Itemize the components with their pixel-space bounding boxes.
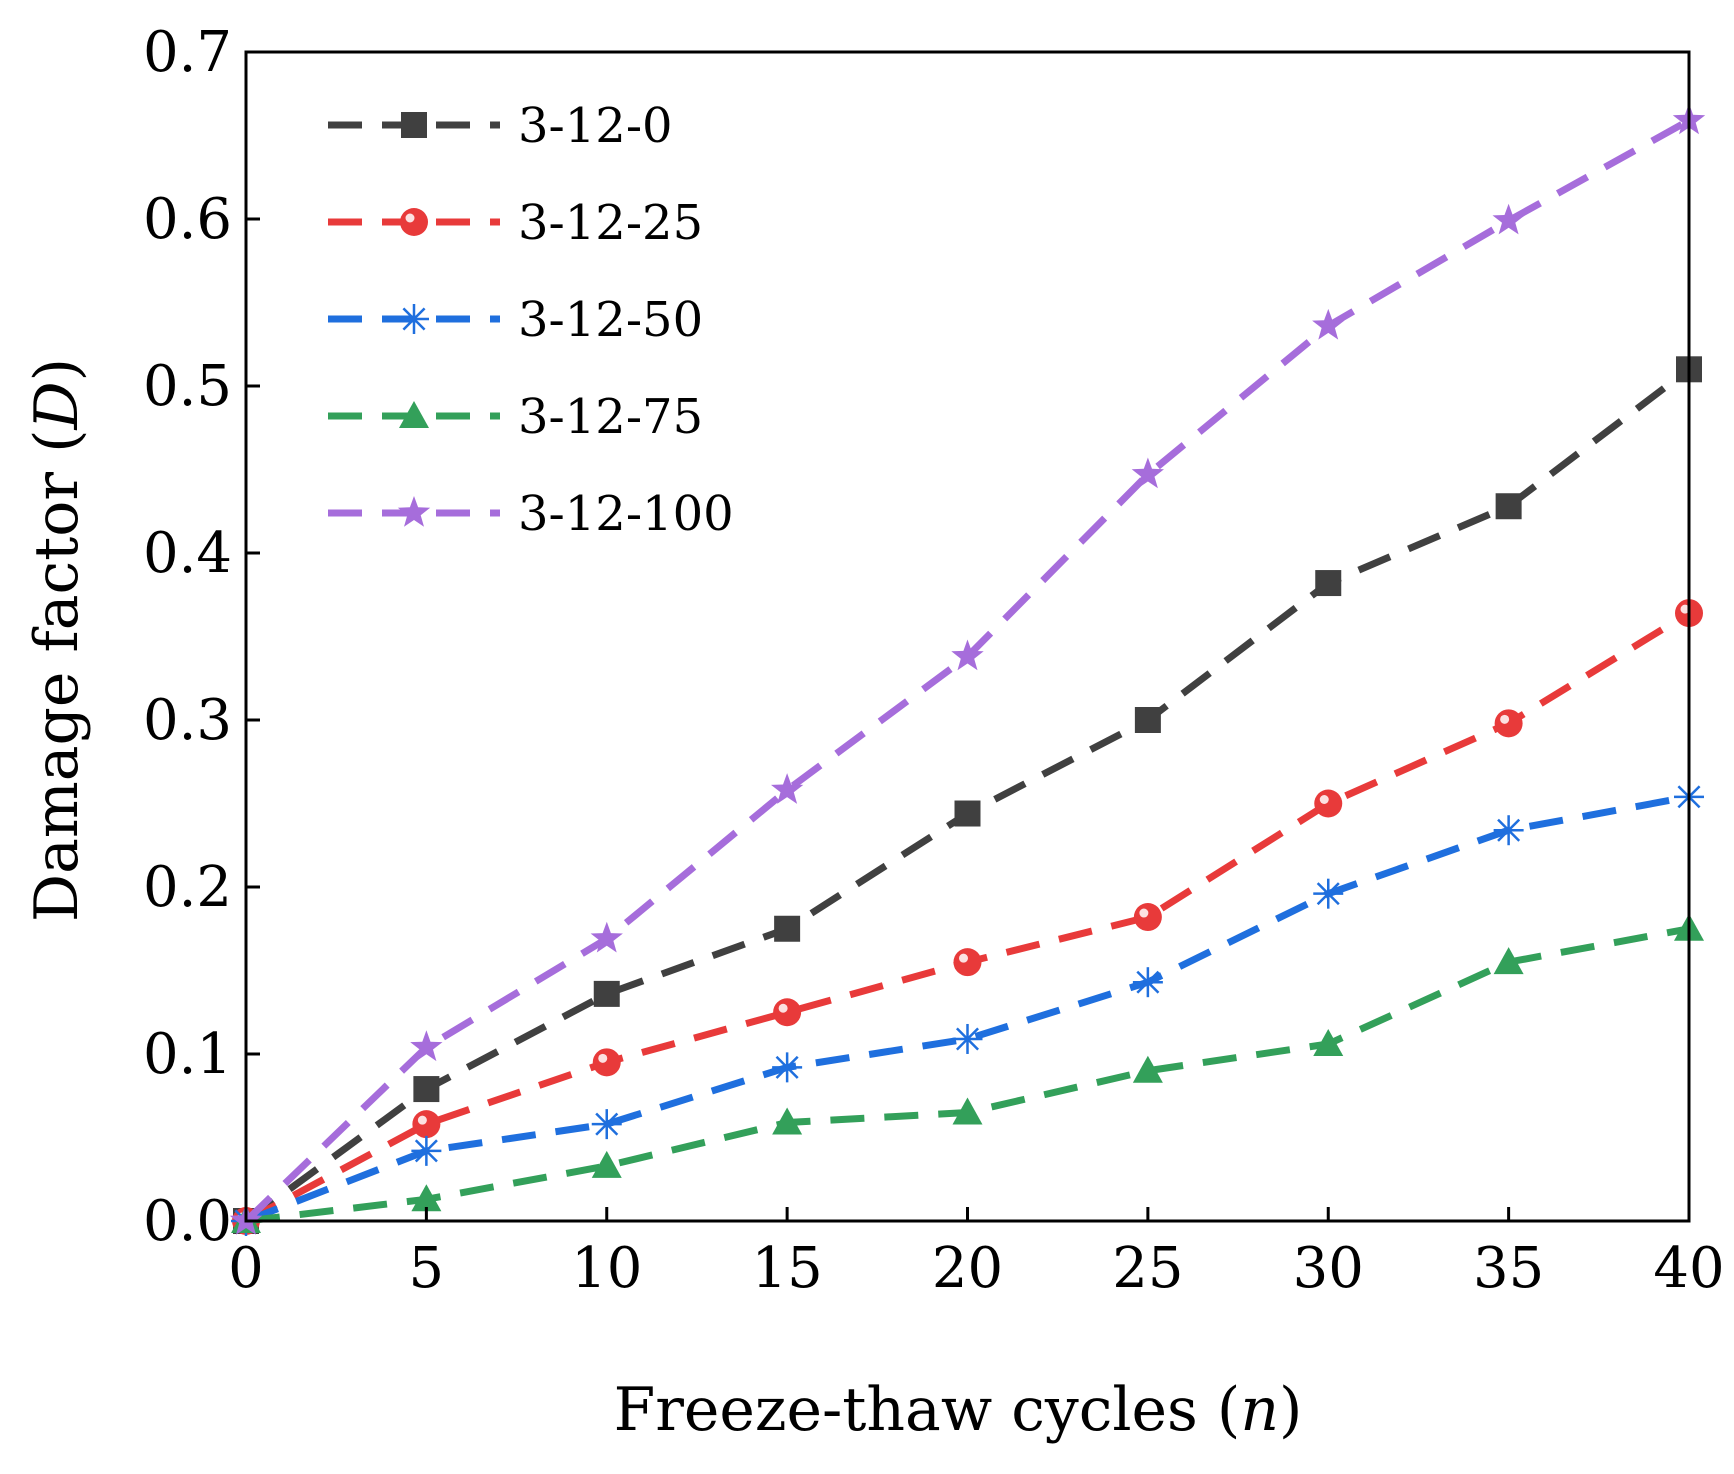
y-tick-label: 0.4	[143, 521, 232, 586]
legend-marker	[401, 112, 427, 138]
data-point	[1134, 707, 1161, 733]
data-point	[951, 639, 984, 671]
y-tick-label: 0.7	[143, 20, 232, 85]
plot-area	[229, 103, 1706, 1236]
series-line	[244, 793, 1690, 1225]
data-point	[1133, 903, 1162, 932]
legend-item-3-12-75: 3-12-75	[328, 389, 703, 445]
data-point	[771, 773, 804, 804]
series-line	[243, 366, 1692, 1224]
data-point	[412, 1110, 441, 1139]
x-tick-label: 20	[932, 1236, 1003, 1301]
legend: 3-12-0 3-12-25 3-12-50 3-12-75 3-12-100	[328, 98, 734, 542]
y-tick-label: 0.2	[143, 855, 232, 920]
x-tick-label: 35	[1473, 1236, 1544, 1301]
data-point	[1313, 1028, 1344, 1056]
data-point	[1314, 789, 1343, 818]
legend-marker	[397, 496, 431, 527]
data-point	[954, 800, 981, 827]
y-tick-label: 0.1	[143, 1022, 232, 1087]
series-3-12-25	[232, 599, 1703, 1235]
data-point	[774, 915, 801, 942]
legend-label: 3-12-100	[518, 486, 734, 542]
data-point	[410, 1030, 443, 1062]
legend-marker	[400, 208, 428, 236]
legend-item-3-12-50: 3-12-50	[328, 292, 703, 348]
data-point	[591, 1150, 622, 1178]
data-point	[591, 1109, 622, 1140]
series-line	[243, 117, 1691, 1224]
legend-marker	[399, 304, 429, 334]
data-point	[1132, 1055, 1163, 1083]
legend-label: 3-12-0	[518, 98, 673, 154]
x-tick-label: 40	[1653, 1236, 1724, 1301]
legend-label: 3-12-75	[518, 389, 703, 445]
data-point	[1495, 493, 1522, 520]
data-point	[1315, 570, 1342, 597]
legend-label: 3-12-25	[518, 195, 703, 251]
data-point	[772, 1052, 803, 1083]
data-point	[1132, 967, 1163, 998]
data-point	[411, 1184, 442, 1212]
data-point	[1493, 947, 1524, 975]
y-tick-label: 0.3	[143, 688, 232, 753]
legend-item-3-12-25: 3-12-25	[328, 195, 703, 251]
data-point	[1494, 709, 1523, 738]
data-point	[1131, 457, 1164, 489]
x-tick-label: 5	[409, 1236, 445, 1301]
x-tick-label: 30	[1293, 1236, 1364, 1301]
legend-item-3-12-0: 3-12-0	[328, 98, 673, 154]
data-point	[952, 1097, 983, 1125]
x-axis-title: Freeze-thaw cycles (n)	[614, 1375, 1303, 1445]
data-point	[411, 1135, 442, 1166]
y-tick-label: 0.5	[143, 354, 232, 419]
x-tick-label: 25	[1112, 1236, 1183, 1301]
data-point	[593, 980, 620, 1007]
data-point	[1313, 878, 1344, 909]
data-point	[952, 1023, 983, 1054]
series-3-12-100	[229, 103, 1706, 1235]
x-tick-label: 15	[751, 1236, 822, 1301]
data-point	[1492, 203, 1525, 235]
x-tick-label: 0	[228, 1236, 264, 1301]
data-point	[592, 1048, 621, 1077]
series-3-12-50	[231, 781, 1704, 1236]
data-point	[1493, 815, 1524, 846]
legend-item-3-12-100: 3-12-100	[328, 486, 734, 542]
data-point	[953, 948, 982, 977]
series-line	[244, 610, 1691, 1225]
axes: 0 5 10 15 20 25 30 35 40 0.0 0.1 0.2 0.3 0.4 0.5 0.6 0.7	[143, 20, 1725, 1301]
series-3-12-0	[233, 356, 1702, 1234]
data-point	[590, 921, 623, 953]
y-axis-title: Damage factor (D)	[22, 358, 92, 922]
y-tick-label: 0.6	[143, 187, 232, 252]
data-point	[772, 1107, 803, 1135]
y-tick-label: 0.0	[143, 1189, 232, 1254]
legend-marker	[399, 401, 429, 428]
legend-label: 3-12-50	[518, 292, 703, 348]
x-tick-label: 10	[571, 1236, 642, 1301]
data-point	[1312, 308, 1345, 340]
data-point	[773, 998, 802, 1027]
data-point	[413, 1076, 440, 1103]
